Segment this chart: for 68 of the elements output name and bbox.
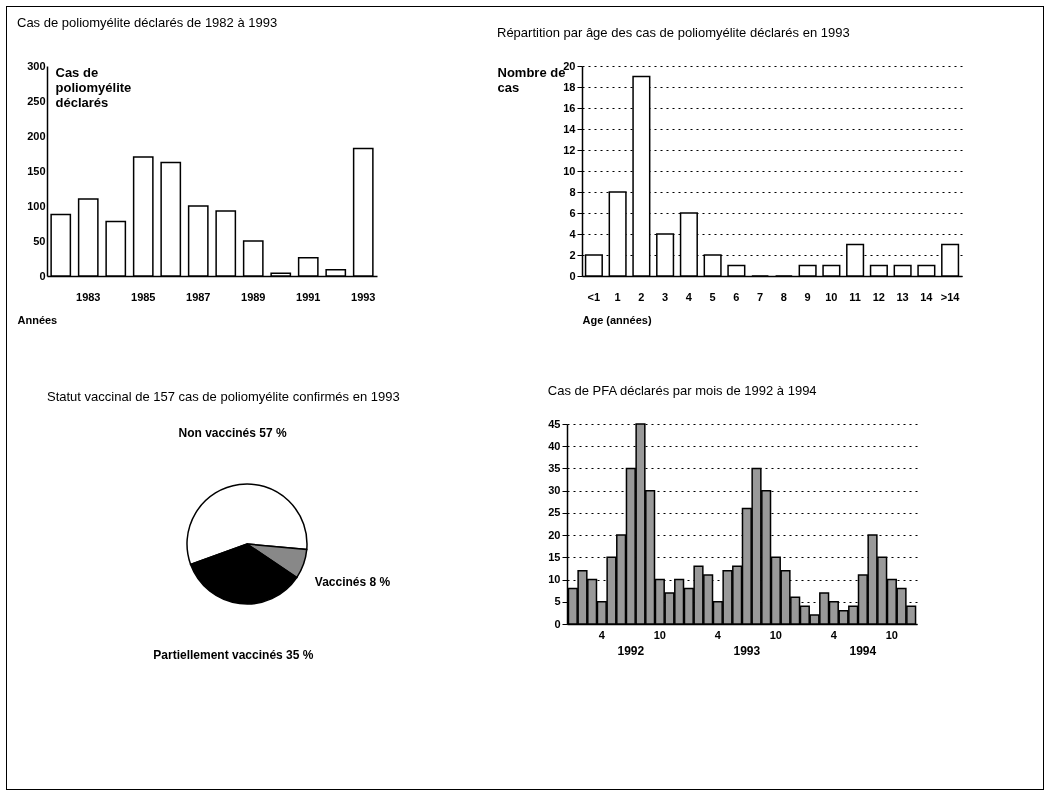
- x-tick-label: 10: [653, 629, 666, 641]
- y-tick-label: 18: [563, 80, 576, 93]
- x-tick-label: 10: [825, 291, 838, 303]
- y-tick-label: 2: [569, 248, 576, 261]
- slice-label: Non vaccinés 57 %: [178, 425, 287, 440]
- x-tick-label: 4: [714, 629, 722, 641]
- y-tick-label: 10: [548, 573, 561, 586]
- y-tick-label: 150: [27, 164, 46, 177]
- x-tick-label: 11: [849, 291, 861, 303]
- slice-label: Partiellement vaccinés 35 %: [153, 648, 314, 663]
- x-tick-label: 12: [872, 291, 885, 303]
- y-tick-label: 8: [569, 185, 576, 198]
- y-tick-label: 45: [548, 417, 561, 430]
- y-tick-label: 6: [569, 206, 576, 219]
- chart-title: Répartition par âge des cas de poliomyélite déclarés en 1993: [497, 25, 850, 40]
- y-tick-label: 5: [554, 595, 561, 608]
- x-tick-label: 1983: [76, 291, 101, 303]
- x-tick-label: 10: [769, 629, 782, 641]
- slice-label: Vaccinés 8 %: [314, 574, 391, 589]
- x-tick-label: 1989: [241, 291, 266, 303]
- x-axis-title: Age (années): [582, 313, 652, 326]
- y-tick-label: 250: [27, 94, 46, 107]
- y-tick-label: 25: [548, 506, 561, 519]
- x-tick-label: 1987: [186, 291, 211, 303]
- y-axis-title: Cas de poliomyélite déclarés: [55, 64, 132, 110]
- y-tick-label: 16: [563, 101, 576, 114]
- y-tick-label: 15: [548, 550, 561, 563]
- chart-title: Cas de poliomyélite déclarés de 1982 à 1993: [17, 15, 278, 30]
- y-tick-label: 50: [33, 234, 46, 247]
- x-tick-label: 2: [638, 291, 645, 303]
- x-axis-title: Années: [17, 313, 58, 326]
- y-tick-label: 30: [548, 484, 561, 497]
- x-tick-label: 5: [709, 291, 716, 303]
- y-tick-label: 0: [569, 269, 576, 282]
- y-tick-label: 14: [563, 122, 577, 135]
- y-tick-label: 10: [563, 164, 576, 177]
- x-tick-label: 6: [733, 291, 740, 303]
- x-tick-label: 4: [598, 629, 606, 641]
- text: 1992: [617, 644, 645, 658]
- x-tick-label: 9: [804, 291, 811, 303]
- chart-title: Statut vaccinal de 157 cas de poliomyélite confirmés en 1993: [47, 389, 400, 404]
- x-tick-label: 4: [830, 629, 838, 641]
- x-tick-label: 1993: [351, 291, 376, 303]
- x-tick-label: 14: [920, 291, 934, 303]
- x-tick-label: >14: [940, 291, 961, 303]
- chart-title: Cas de PFA déclarés par mois de 1992 à 1994: [547, 383, 817, 398]
- x-tick-label: 7: [757, 291, 764, 303]
- x-tick-label: 1991: [296, 291, 321, 303]
- y-tick-label: 0: [554, 617, 561, 630]
- x-tick-label: 8: [780, 291, 787, 303]
- y-tick-label: 12: [563, 143, 576, 156]
- text: 1993: [733, 644, 761, 658]
- y-tick-label: 300: [27, 59, 46, 72]
- x-tick-label: 10: [885, 629, 898, 641]
- y-tick-label: 0: [39, 269, 46, 282]
- y-tick-label: 40: [548, 439, 561, 452]
- y-tick-label: 4: [569, 227, 577, 240]
- x-tick-label: 1985: [131, 291, 156, 303]
- y-tick-label: 200: [27, 129, 46, 142]
- x-tick-label: <1: [587, 291, 601, 303]
- y-tick-label: 100: [27, 199, 46, 212]
- x-tick-label: 4: [685, 291, 693, 303]
- y-tick-label: 35: [548, 461, 561, 474]
- x-tick-label: 1: [614, 291, 621, 303]
- x-tick-label: 3: [662, 291, 669, 303]
- x-tick-label: 13: [896, 291, 909, 303]
- y-tick-label: 20: [548, 528, 561, 541]
- text: 1994: [849, 644, 877, 658]
